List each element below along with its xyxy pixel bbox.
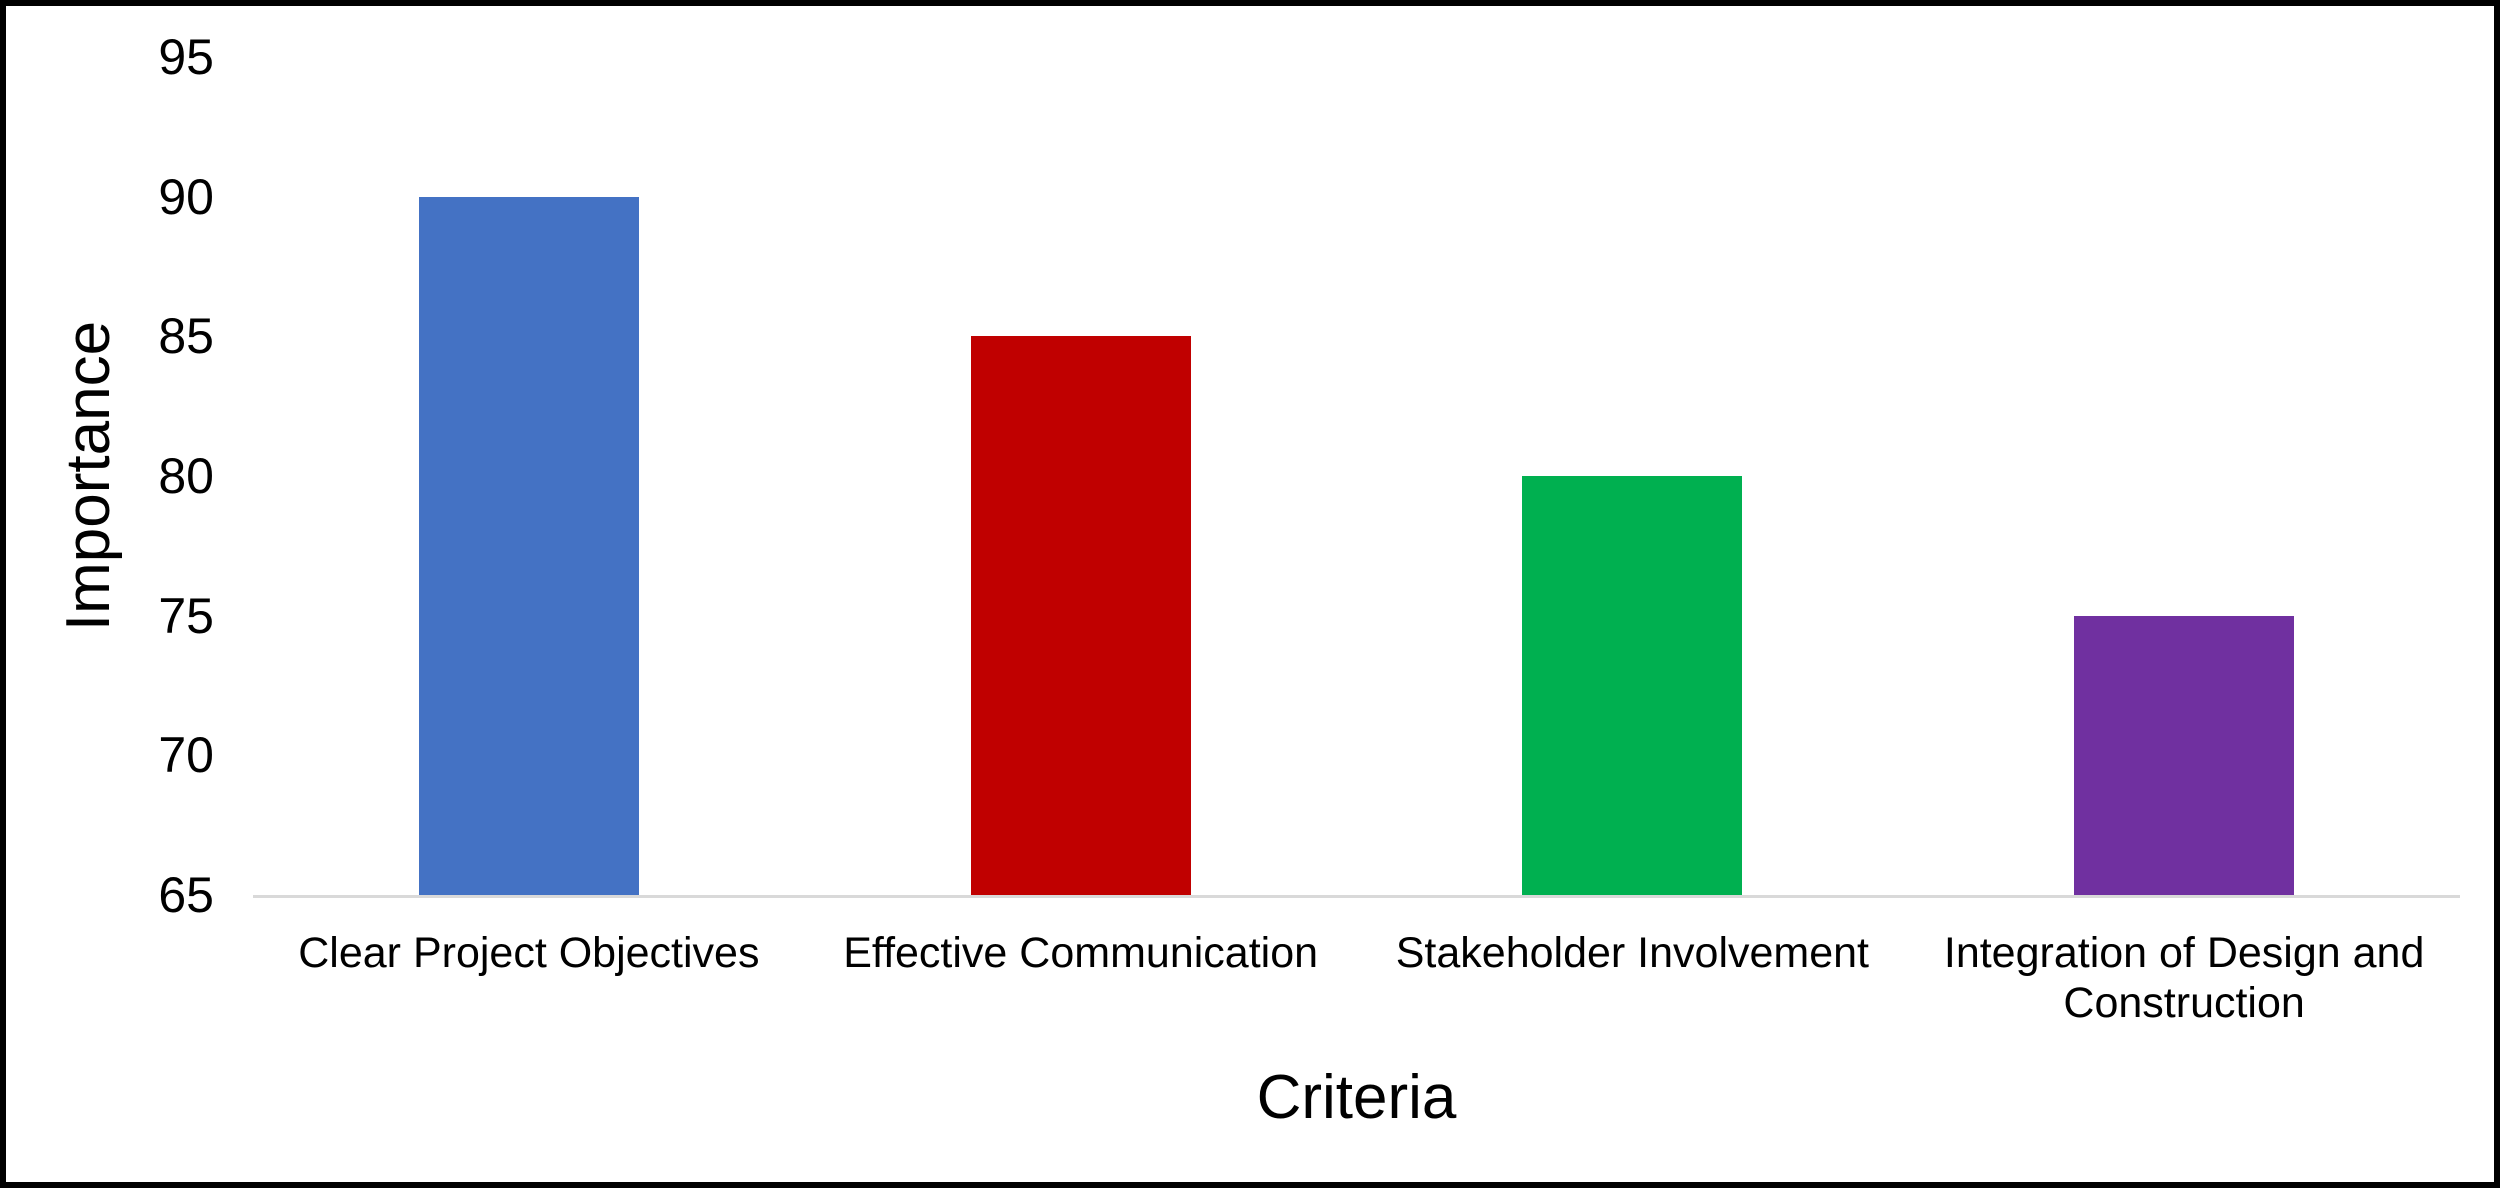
y-tick-label: 95 bbox=[158, 29, 214, 85]
category-label: Clear Project Objectives bbox=[298, 929, 760, 977]
category-label: Integration of Design and Construction bbox=[1943, 929, 2425, 1027]
x-axis-title: Criteria bbox=[1256, 1063, 1457, 1132]
y-tick-label: 65 bbox=[158, 867, 214, 923]
y-tick-label: 90 bbox=[158, 168, 214, 225]
x-axis-line bbox=[253, 895, 2460, 898]
bar-1 bbox=[418, 196, 639, 895]
bar-4 bbox=[2074, 615, 2295, 895]
category-label: Effective Communication bbox=[843, 929, 1319, 977]
y-tick-label: 75 bbox=[158, 587, 214, 644]
y-tick-label: 70 bbox=[158, 727, 214, 784]
plot-area bbox=[253, 57, 2460, 898]
bar-2 bbox=[970, 336, 1191, 895]
y-tick-label: 80 bbox=[158, 448, 214, 504]
category-label: Stakeholder Involvement bbox=[1395, 929, 1870, 977]
y-axis-tick-labels: 65 70 75 80 85 90 95 bbox=[46, 6, 214, 1182]
y-tick-label: 85 bbox=[158, 308, 214, 365]
bar-3 bbox=[1522, 476, 1743, 895]
